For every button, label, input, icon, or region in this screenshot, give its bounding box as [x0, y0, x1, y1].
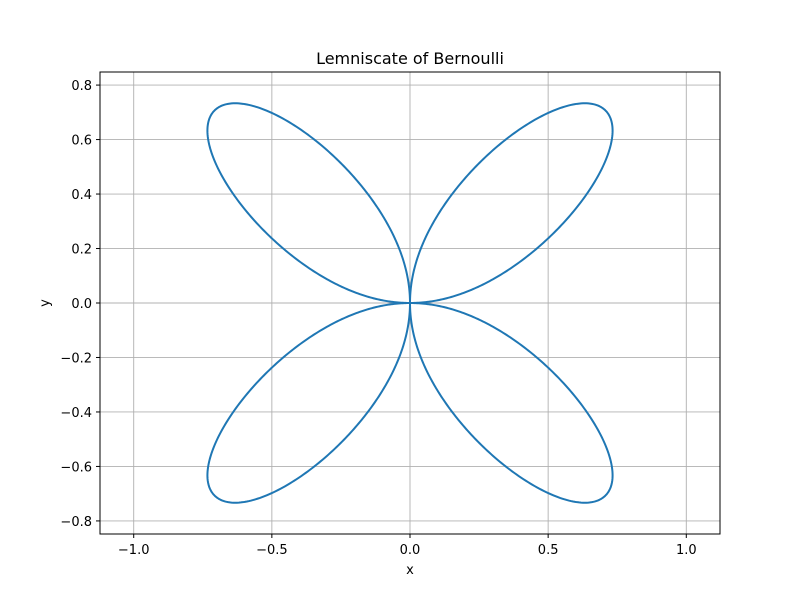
y-tick-label: −0.8	[60, 515, 92, 530]
grid-layer	[100, 72, 720, 534]
x-axis-title: x	[406, 563, 414, 578]
y-tick-label: 0.0	[71, 297, 92, 312]
x-tick-label: −0.5	[256, 543, 288, 558]
y-tick-label: −0.2	[60, 351, 92, 366]
y-tick-label: −0.6	[60, 460, 92, 475]
y-tick-label: −0.4	[60, 406, 92, 421]
x-tick-label: 0.5	[538, 543, 559, 558]
ticks-layer: −1.0 −0.5 0.0 0.5 1.0 −0.8 −0.6 −0.4 −0.2 0.0 0.2 0…	[60, 79, 696, 558]
y-tick-label: 0.6	[71, 134, 92, 149]
chart-title: Lemniscate of Bernoulli	[316, 49, 504, 68]
lemniscate-curve	[206, 102, 614, 504]
y-tick-label: 0.8	[71, 79, 92, 94]
x-tick-label: −1.0	[118, 543, 150, 558]
series-layer	[206, 102, 614, 504]
x-tick-label: 0.0	[400, 543, 421, 558]
y-tick-label: 0.2	[71, 243, 92, 258]
y-tick-label: 0.4	[71, 188, 92, 203]
y-axis-title: y	[38, 299, 53, 307]
x-tick-label: 1.0	[676, 543, 697, 558]
